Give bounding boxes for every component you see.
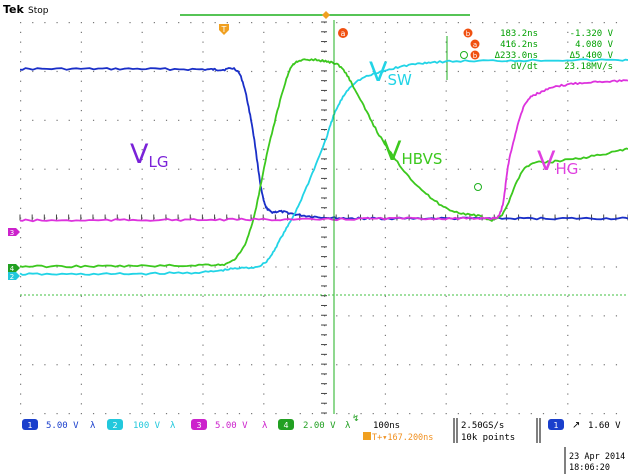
ch4-scale[interactable]: 4 2.00 V λ [278, 419, 351, 431]
brand-label: Tek [3, 3, 25, 16]
readout-time-1: 416.2ns [500, 40, 538, 50]
trace-vhg [19, 79, 628, 223]
vsw-label: VSW [369, 57, 412, 89]
acquisition-settings[interactable]: 2.50GS/s 10k points [461, 421, 515, 443]
svg-text:5.00 V: 5.00 V [215, 421, 248, 431]
ch3-scale[interactable]: 3 5.00 V λ [191, 419, 268, 431]
trace-vhbvs [19, 58, 628, 269]
cursor-b-badge: b [463, 28, 473, 38]
cursor-readout-panel: b a b 183.2ns -1.320 V 416.2ns 4.080 V Δ233.… [446, 28, 614, 80]
svg-text:λ: λ [345, 421, 351, 431]
cursor-delta-badge: b [460, 50, 480, 60]
svg-text:b: b [473, 52, 478, 60]
trace-vlg [19, 67, 628, 221]
cursor-a-badge: a [470, 39, 480, 49]
readout-volt-2: Δ5.400 V [570, 51, 614, 61]
svg-text:18:06:20: 18:06:20 [569, 463, 610, 473]
waveform-area [19, 58, 628, 276]
trigger-offset-marker[interactable] [322, 11, 330, 19]
ch1-scale[interactable]: 1 5.00 V λ [22, 419, 96, 431]
trigger-settings[interactable]: 1 ↗ 1.60 V [548, 419, 621, 431]
svg-text:a: a [341, 29, 346, 38]
trigger-position-marker[interactable]: T [219, 24, 229, 35]
svg-text:2.00 V: 2.00 V [303, 421, 336, 431]
status-bar: 1 5.00 V λ 2 100 V λ 3 5.00 V λ 4 2.00 V… [22, 414, 625, 474]
svg-text:↯: ↯ [352, 414, 360, 424]
vlg-label: VLG [130, 139, 168, 171]
horizontal-timebase[interactable]: ↯ 100ns T+▾167.200ns [352, 414, 433, 443]
svg-text:a: a [473, 41, 477, 49]
svg-text:23 Apr 2014: 23 Apr 2014 [569, 452, 625, 462]
readout-time-3: dV/dt [511, 62, 538, 72]
svg-text:λ: λ [90, 421, 96, 431]
readout-volt-1: 4.080 V [575, 40, 614, 50]
svg-text:1: 1 [553, 421, 558, 430]
svg-text:2.50GS/s: 2.50GS/s [461, 421, 504, 431]
svg-text:λ: λ [170, 421, 176, 431]
svg-text:100ns: 100ns [373, 421, 400, 431]
svg-text:T+▾167.200ns: T+▾167.200ns [372, 433, 433, 443]
vhg-label: VHG [537, 146, 578, 178]
svg-text:1: 1 [27, 421, 32, 430]
svg-text:100 V: 100 V [133, 421, 161, 431]
svg-text:2: 2 [112, 421, 117, 430]
svg-text:4: 4 [283, 421, 288, 430]
svg-text:3: 3 [196, 421, 201, 430]
cursor-a-line[interactable]: a [333, 20, 348, 414]
readout-volt-0: -1.320 V [570, 29, 614, 39]
svg-text:4: 4 [10, 265, 15, 273]
readout-time-2: Δ233.0ns [495, 51, 538, 61]
cursor-b-point[interactable] [474, 183, 482, 191]
ch4-ground-marker[interactable]: 4 [8, 264, 20, 273]
svg-text:b: b [466, 30, 471, 38]
svg-text:T: T [221, 25, 227, 34]
svg-text:3: 3 [10, 229, 14, 237]
svg-text:10k points: 10k points [461, 433, 515, 443]
trace-vsw [19, 58, 628, 276]
ch2-scale[interactable]: 2 100 V λ [107, 419, 176, 431]
acquisition-state: Stop [28, 6, 49, 16]
readout-volt-3: 23.18MV/s [564, 62, 613, 72]
svg-text:λ: λ [262, 421, 268, 431]
date-time: 23 Apr 2014 18:06:20 [564, 447, 625, 474]
readout-time-0: 183.2ns [500, 29, 538, 39]
svg-text:2: 2 [10, 273, 14, 281]
vhbvs-label: VHBVS [383, 136, 442, 168]
svg-text:5.00 V: 5.00 V [46, 421, 79, 431]
ch2-ground-marker[interactable]: 2 [8, 272, 20, 281]
svg-text:1.60 V: 1.60 V [588, 421, 621, 431]
ch3-ground-marker[interactable]: 3 [8, 228, 20, 237]
rising-edge-icon: ↗ [572, 420, 580, 431]
